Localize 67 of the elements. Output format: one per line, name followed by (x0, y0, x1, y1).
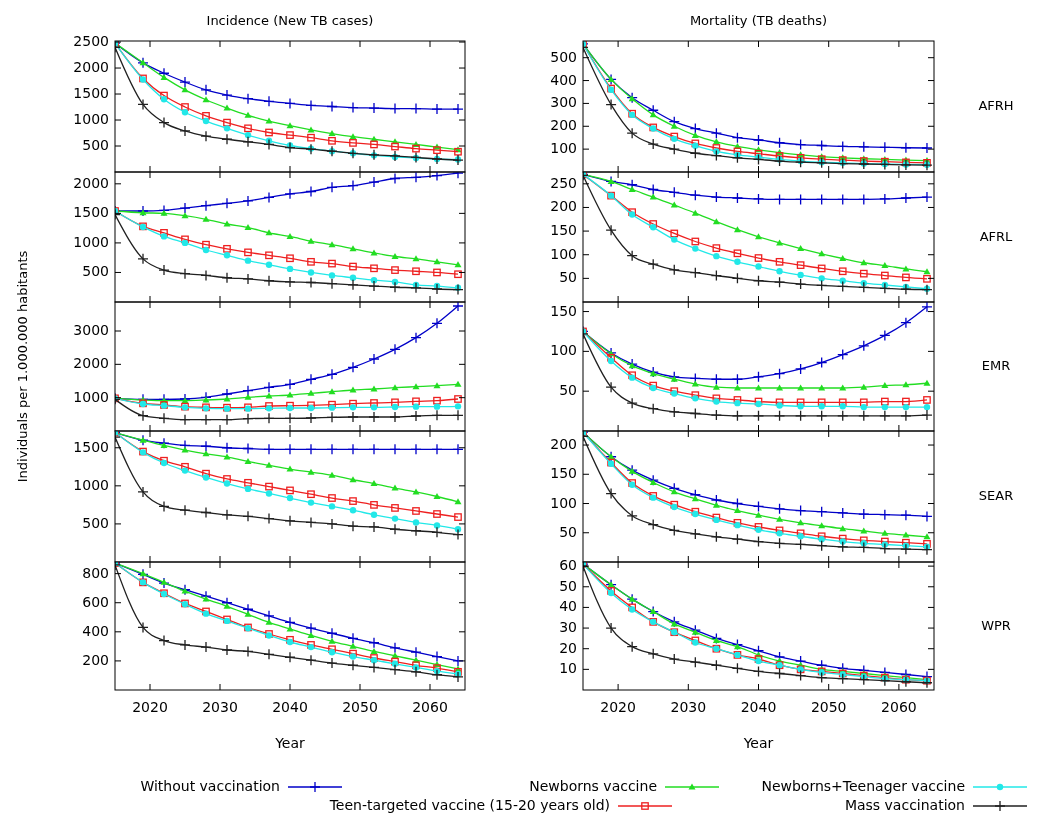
legend-label: Newborns+Teenager vaccine (761, 778, 965, 794)
y-tick-label: 1500 (73, 204, 109, 221)
y-tick-label: 250 (550, 174, 577, 191)
y-tick-label: 400 (82, 622, 109, 639)
y-tick-label: 20 (559, 639, 577, 656)
y-tick-label: 50 (559, 382, 577, 399)
x-tick-label: 2030 (202, 699, 238, 715)
y-tick-label: 2000 (73, 174, 109, 191)
y-tick-label: 150 (550, 222, 577, 239)
y-tick-label: 150 (550, 465, 577, 482)
y-tick-label: 100 (550, 245, 577, 262)
y-tick-label: 2000 (73, 59, 109, 76)
x-tick-label: 2020 (132, 699, 168, 715)
y-tick-label: 50 (559, 523, 577, 540)
y-tick-label: 600 (82, 593, 109, 610)
x-tick-label: 2030 (670, 699, 707, 715)
y-tick-label: 500 (550, 48, 577, 65)
chart-title: Incidence (New TB cases) (206, 13, 374, 28)
y-tick-label: 500 (82, 137, 109, 154)
y-tick-label: 300 (550, 94, 577, 111)
legend-label: Mass vaccination (844, 797, 965, 813)
x-tick-label: 2020 (600, 699, 636, 715)
y-tick-label: 200 (550, 117, 577, 134)
y-tick-label: 50 (559, 269, 577, 286)
y-tick-label: 40 (559, 598, 577, 615)
text: EMR (981, 358, 1011, 373)
y-tick-label: 100 (550, 342, 577, 359)
y-tick-label: 200 (82, 651, 109, 668)
y-tick-label: 100 (550, 140, 577, 157)
legend-label: Teen-targeted vaccine (15-20 years old) (328, 797, 610, 813)
y-tick-label: 1000 (73, 388, 109, 405)
y-tick-label: 500 (82, 263, 109, 280)
y-tick-label: 3000 (73, 322, 109, 338)
y-tick-label: 1500 (73, 85, 109, 102)
x-tick-label: 2060 (881, 699, 917, 715)
y-tick-label: 60 (559, 557, 577, 574)
y-tick-label: 100 (550, 494, 577, 511)
y-tick-label: 2000 (73, 355, 109, 372)
y-tick-label: 1000 (73, 476, 109, 493)
y-tick-label: 30 (559, 619, 577, 636)
y-tick-label: 400 (550, 71, 577, 88)
x-tick-label: 2060 (412, 699, 448, 715)
y-tick-label: 200 (550, 436, 577, 453)
y-tick-label: 150 (550, 302, 577, 319)
y-tick-label: 10 (559, 660, 577, 677)
chart-title: Mortality (TB deaths) (689, 13, 828, 28)
text: AFRL (979, 228, 1014, 244)
text: AFRH (978, 98, 1014, 113)
x-tick-label: 2050 (810, 699, 847, 715)
legend-label: Newborns vaccine (529, 778, 657, 794)
y-tick-label: 1500 (73, 438, 109, 455)
y-axis-title: Individuals per 1.000.000 habitants (14, 250, 30, 483)
legend-label: Without vaccination (140, 778, 280, 794)
x-tick-label: 2050 (342, 699, 378, 715)
y-tick-label: 500 (82, 514, 109, 531)
y-tick-label: 200 (550, 198, 577, 215)
y-tick-label: 2500 (73, 33, 109, 50)
y-tick-label: 1000 (73, 111, 109, 128)
text: SEAR (978, 488, 1014, 503)
x-tick-label: 2040 (740, 699, 777, 715)
x-axis-title: Year (742, 735, 774, 751)
y-tick-label: 800 (82, 564, 109, 581)
y-tick-label: 50 (559, 577, 577, 594)
x-axis-title: Year (274, 735, 306, 751)
x-tick-label: 2040 (272, 699, 308, 715)
y-tick-label: 1000 (73, 233, 109, 250)
text: WPR (981, 617, 1011, 633)
